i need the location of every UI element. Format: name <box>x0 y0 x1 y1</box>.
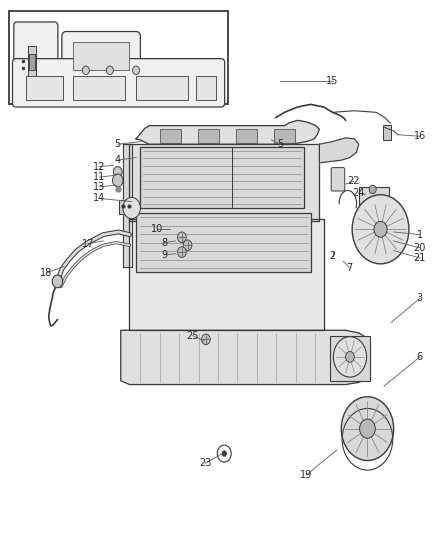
FancyBboxPatch shape <box>62 31 141 79</box>
Bar <box>73 76 125 100</box>
Polygon shape <box>121 330 367 384</box>
Text: 5: 5 <box>115 139 121 149</box>
Text: 15: 15 <box>326 77 339 86</box>
Text: 18: 18 <box>40 268 53 278</box>
Text: 13: 13 <box>93 182 106 192</box>
Bar <box>198 130 219 143</box>
Bar <box>28 46 36 78</box>
Text: 17: 17 <box>82 239 94 248</box>
Bar <box>274 130 294 143</box>
Bar <box>26 76 63 100</box>
Polygon shape <box>136 120 319 144</box>
Text: 11: 11 <box>93 172 106 182</box>
Text: 12: 12 <box>93 161 106 172</box>
Polygon shape <box>130 144 319 221</box>
Bar <box>141 147 304 208</box>
Text: 5: 5 <box>277 139 283 149</box>
Circle shape <box>201 334 210 345</box>
Polygon shape <box>119 200 136 214</box>
Text: 23: 23 <box>199 458 211 468</box>
Circle shape <box>346 352 354 362</box>
Text: 25: 25 <box>187 330 199 341</box>
Text: 8: 8 <box>161 238 167 247</box>
Text: 4: 4 <box>115 155 121 165</box>
Text: 10: 10 <box>151 224 163 235</box>
Polygon shape <box>130 219 324 330</box>
Bar <box>160 130 181 143</box>
Circle shape <box>177 232 186 243</box>
Bar <box>29 54 35 70</box>
Circle shape <box>106 66 113 75</box>
FancyBboxPatch shape <box>14 22 58 94</box>
Text: 6: 6 <box>417 352 423 362</box>
Circle shape <box>183 240 192 251</box>
Circle shape <box>123 197 141 219</box>
Circle shape <box>369 185 376 193</box>
Bar <box>359 187 389 251</box>
Text: 2: 2 <box>329 251 336 261</box>
Text: 16: 16 <box>414 131 426 141</box>
Text: 22: 22 <box>347 176 360 187</box>
Text: 3: 3 <box>417 293 423 303</box>
Bar <box>236 130 257 143</box>
Bar <box>73 42 130 70</box>
FancyBboxPatch shape <box>12 59 225 107</box>
Text: 20: 20 <box>413 243 426 253</box>
Bar <box>330 336 370 381</box>
Bar <box>136 213 311 272</box>
Circle shape <box>333 337 367 377</box>
Circle shape <box>341 397 394 461</box>
Circle shape <box>177 247 186 257</box>
Circle shape <box>113 166 122 177</box>
Text: 1: 1 <box>417 230 423 240</box>
Polygon shape <box>319 138 359 163</box>
Bar <box>10 11 228 104</box>
Text: 24: 24 <box>353 188 365 198</box>
Circle shape <box>113 174 123 187</box>
Polygon shape <box>123 144 132 266</box>
Circle shape <box>222 450 227 457</box>
Bar <box>136 76 188 100</box>
Circle shape <box>133 66 140 75</box>
Text: 21: 21 <box>413 253 426 263</box>
Circle shape <box>360 419 375 438</box>
Text: 19: 19 <box>300 470 312 480</box>
Text: 14: 14 <box>93 193 106 204</box>
Circle shape <box>352 195 409 264</box>
Circle shape <box>374 221 387 237</box>
FancyBboxPatch shape <box>331 167 345 191</box>
Text: 7: 7 <box>346 263 352 272</box>
Bar <box>383 125 391 140</box>
Bar <box>196 76 216 100</box>
Circle shape <box>82 66 89 75</box>
Text: 9: 9 <box>161 250 167 260</box>
Circle shape <box>52 275 63 288</box>
